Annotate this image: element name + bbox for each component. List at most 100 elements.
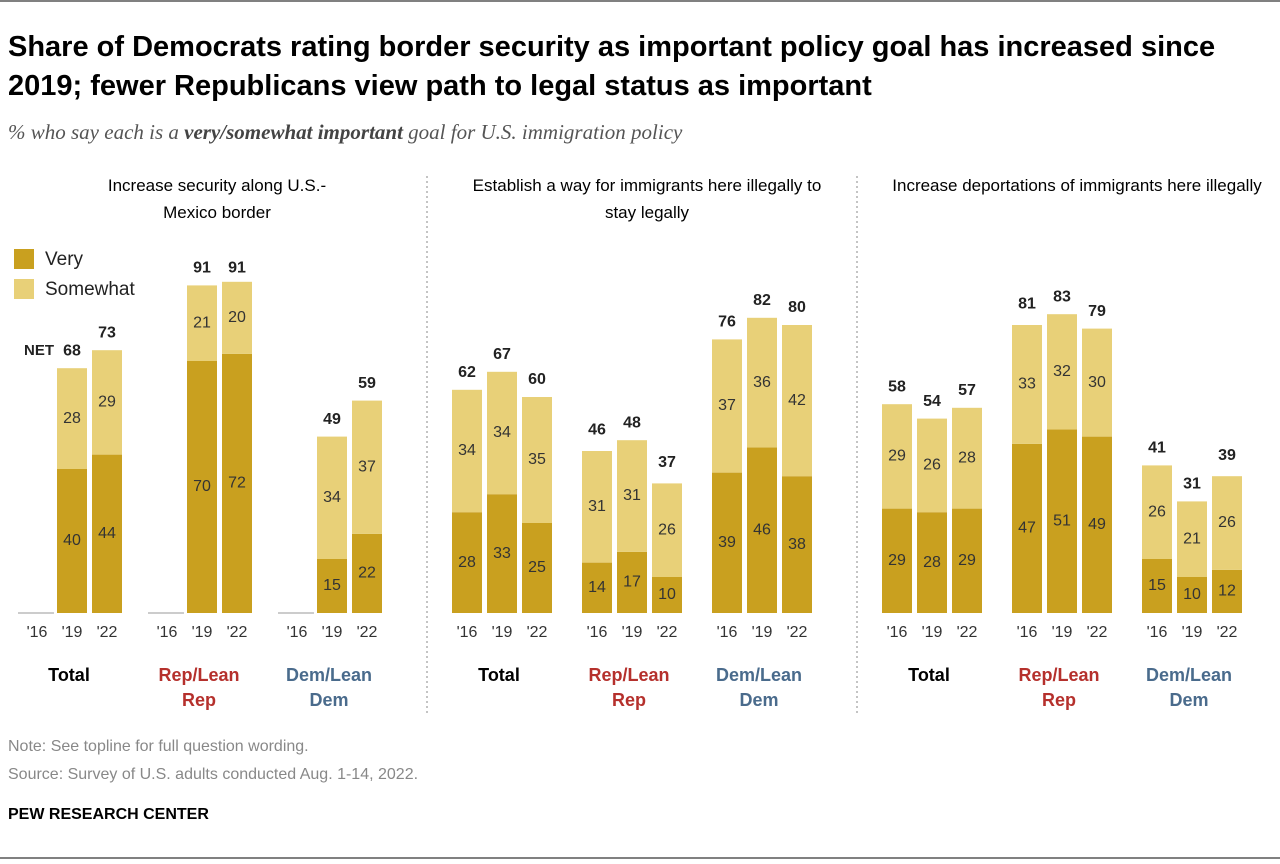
segment-label: 39 [718, 534, 736, 551]
segment-label: 70 [193, 478, 211, 495]
year-label: '16 [717, 624, 738, 641]
bar-segment [747, 447, 777, 613]
segment-label: 12 [1218, 583, 1236, 600]
bar-segment [917, 418, 947, 513]
legend-swatch [14, 249, 34, 269]
bar-segment [187, 361, 217, 613]
year-label: '19 [1182, 624, 1203, 641]
segment-label: 34 [493, 424, 511, 441]
group-label: Total [478, 665, 520, 685]
panel-title: Increase deportations of immigrants here… [892, 176, 1262, 195]
net-label: 57 [958, 382, 976, 399]
note: Note: See topline for full question word… [8, 738, 309, 755]
year-label: '16 [157, 624, 178, 641]
year-label: '22 [227, 624, 248, 641]
net-label: 82 [753, 292, 771, 309]
net-label: 59 [358, 375, 376, 392]
group-label: Total [908, 665, 950, 685]
segment-label: 28 [958, 449, 976, 466]
net-label: 46 [588, 422, 606, 439]
bar-segment [882, 404, 912, 509]
segment-label: 10 [658, 586, 676, 603]
group-label: Total [48, 665, 90, 685]
segment-label: 34 [323, 489, 341, 506]
net-label: 62 [458, 364, 476, 381]
group-label: Rep/Lean Rep [588, 665, 670, 710]
net-label: 37 [658, 454, 676, 471]
year-label: '19 [752, 624, 773, 641]
year-label: '19 [492, 624, 513, 641]
segment-label: 28 [63, 410, 81, 427]
subtitle-emphasis: very/somewhat important [184, 120, 403, 144]
bar-segment [1047, 429, 1077, 613]
segment-label: 40 [63, 532, 81, 549]
segment-label: 31 [623, 487, 641, 504]
bar-segment [522, 523, 552, 613]
year-label: '16 [457, 624, 478, 641]
bar-segment [652, 483, 682, 577]
net-label: 48 [623, 414, 641, 431]
bar-segment [92, 350, 122, 455]
net-label: 80 [788, 299, 806, 316]
segment-label: 30 [1088, 374, 1106, 391]
bar-segment [1212, 476, 1242, 570]
subtitle: % who say each is a very/somewhat import… [8, 120, 682, 145]
segment-label: 28 [458, 554, 476, 571]
year-label: '22 [1087, 624, 1108, 641]
year-label: '19 [322, 624, 343, 641]
bar-segment [452, 389, 482, 513]
bar-segment [352, 400, 382, 534]
segment-label: 26 [1218, 514, 1236, 531]
subtitle-text: % who say each is a [8, 120, 185, 144]
year-label: '16 [287, 624, 308, 641]
segment-label: 21 [1183, 530, 1201, 547]
segment-label: 26 [658, 521, 676, 538]
bar-segment [317, 559, 347, 613]
net-label: 39 [1218, 447, 1236, 464]
segment-label: 37 [358, 458, 376, 475]
segment-label: 26 [923, 457, 941, 474]
segment-label: 29 [958, 552, 976, 569]
segment-label: 17 [623, 574, 641, 591]
panel-title: Establish a way for immigrants here ille… [472, 176, 822, 222]
segment-label: 10 [1183, 586, 1201, 603]
year-label: '19 [622, 624, 643, 641]
segment-label: 34 [458, 442, 476, 459]
segment-label: 22 [358, 565, 376, 582]
bar-segment [952, 407, 982, 509]
net-label: 73 [98, 324, 116, 341]
net-label: 60 [528, 371, 546, 388]
segment-label: 29 [98, 394, 116, 411]
bar-segment [1047, 314, 1077, 430]
net-label: 91 [193, 260, 211, 277]
net-label: 91 [228, 260, 246, 277]
footer: PEW RESEARCH CENTER [8, 806, 209, 823]
segment-label: 49 [1088, 516, 1106, 533]
bar-segment [57, 368, 87, 469]
net-label: 49 [323, 411, 341, 428]
year-label: '22 [357, 624, 378, 641]
segment-label: 51 [1053, 512, 1071, 529]
bar-segment [712, 472, 742, 613]
bar-segment [187, 285, 217, 361]
bar-segment [652, 577, 682, 613]
legend-label: Very [45, 249, 84, 270]
legend-swatch [14, 279, 34, 299]
segment-label: 14 [588, 579, 606, 596]
year-label: '19 [62, 624, 83, 641]
year-label: '22 [527, 624, 548, 641]
bar-segment [617, 551, 647, 613]
bar-segment [782, 325, 812, 477]
bar-segment [582, 562, 612, 613]
group-label: Dem/Lean Dem [1145, 665, 1233, 710]
bar-segment [1177, 501, 1207, 577]
net-label: 68 [63, 342, 81, 359]
segment-label: 35 [528, 451, 546, 468]
bar-segment [1082, 328, 1112, 437]
bar-segment [882, 508, 912, 613]
year-label: '22 [787, 624, 808, 641]
segment-label: 15 [323, 577, 341, 594]
bar-segment [952, 508, 982, 613]
